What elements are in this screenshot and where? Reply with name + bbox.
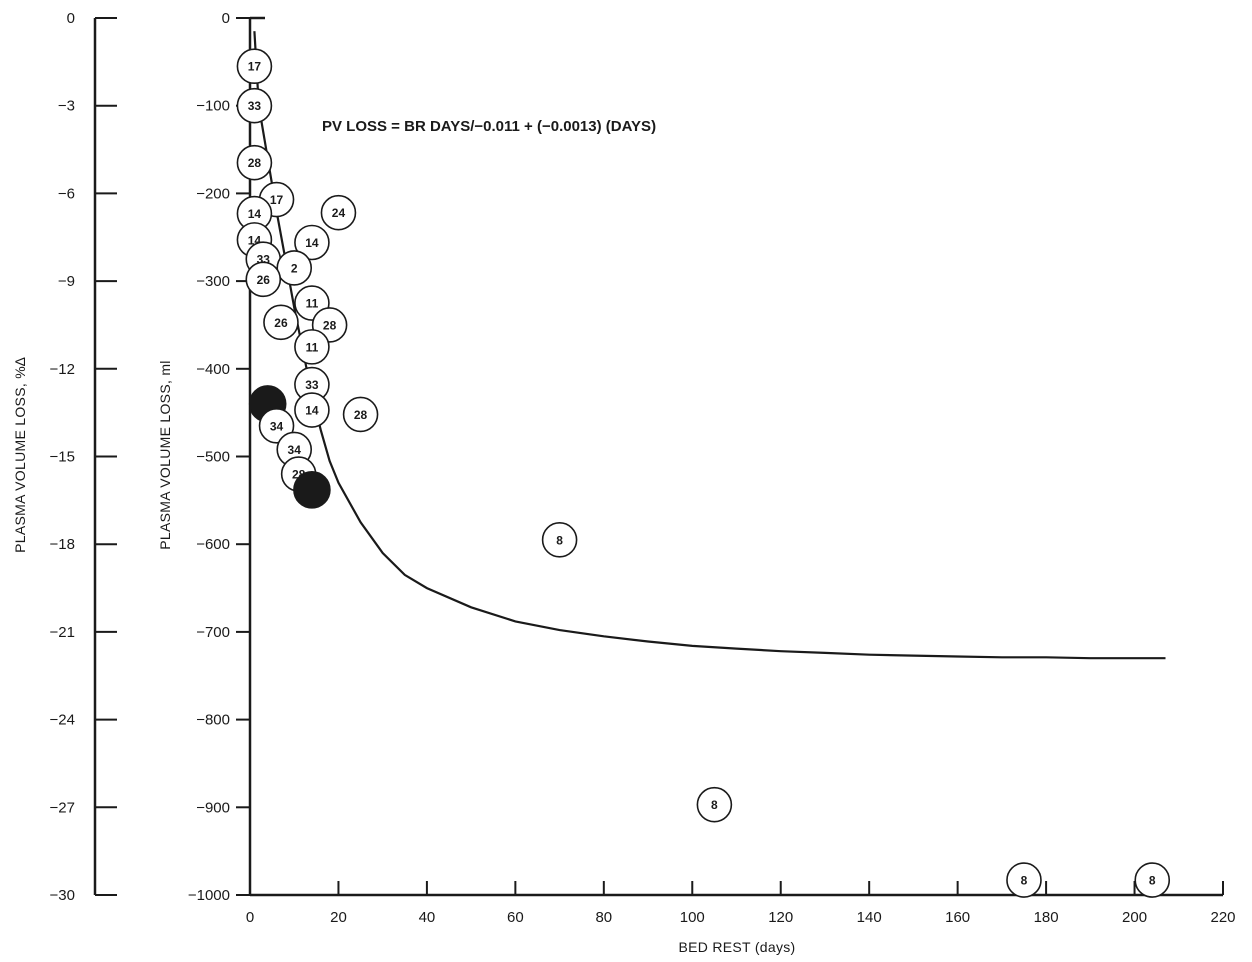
point-label: 24 (332, 206, 346, 220)
point-label: 17 (248, 60, 262, 74)
x-tick-label: 60 (507, 909, 524, 926)
x-tick-label: 120 (768, 909, 793, 926)
point-marker (236, 87, 273, 124)
y2-tick-label: −9 (58, 273, 75, 290)
y-tick-label: −500 (196, 449, 230, 466)
y2-tick-label: −18 (50, 536, 75, 553)
point-label: 28 (323, 318, 337, 332)
point-label: 33 (248, 99, 262, 113)
y2-tick-label: −6 (58, 185, 75, 202)
point-label: 26 (274, 316, 288, 330)
y2-tick-label: −15 (50, 449, 75, 466)
point-label: 28 (354, 408, 368, 422)
point-label: 14 (305, 404, 319, 418)
data-point: 28 (342, 396, 379, 433)
data-point: 28 (236, 144, 273, 181)
point-label: 17 (270, 193, 284, 207)
point-marker (263, 304, 299, 341)
x-tick-label: 20 (330, 909, 347, 926)
data-point: 14 (294, 224, 330, 261)
data-point: 33 (294, 366, 330, 403)
point-label: 34 (288, 443, 302, 457)
y2-tick-label: 0 (67, 10, 75, 27)
point-marker (342, 396, 379, 433)
y-tick-label: −300 (196, 273, 230, 290)
y-tick-label: 0 (222, 10, 230, 27)
point-marker (245, 261, 282, 298)
data-point: 17 (236, 48, 273, 85)
data-point: 11 (294, 329, 330, 365)
y-tick-label: −1000 (188, 887, 230, 904)
point-label: 11 (306, 340, 319, 354)
data-point-filled (293, 471, 331, 509)
data-point: 14 (294, 392, 330, 428)
point-label: 26 (257, 273, 271, 287)
secondary-y-axis: 0 −3 −6 −9 −12 −15 −18 −21 −24 −27 −30 (50, 10, 117, 904)
x-tick-label: 180 (1034, 909, 1059, 926)
point-marker (696, 786, 733, 823)
point-label: 11 (306, 297, 319, 311)
data-point: 8 (1134, 862, 1171, 898)
point-label: 8 (1021, 874, 1028, 888)
point-marker (294, 224, 330, 261)
point-marker (236, 48, 273, 85)
y2-tick-label: −12 (50, 361, 75, 378)
point-label: 33 (305, 378, 319, 392)
point-marker (1006, 862, 1042, 898)
data-point: 26 (245, 261, 282, 298)
x-tick-label: 80 (595, 909, 612, 926)
x-tick-label: 0 (246, 909, 254, 926)
data-point: 26 (263, 304, 299, 341)
x-tick-label: 140 (857, 909, 882, 926)
x-tick-label: 160 (945, 909, 970, 926)
y-tick-label: −700 (196, 624, 230, 641)
y2-tick-label: −24 (50, 712, 75, 729)
data-point: 8 (696, 786, 733, 823)
x-axis-title: BED REST (days) (678, 939, 795, 955)
point-marker (293, 471, 331, 509)
point-label: 8 (556, 533, 563, 547)
y2-tick-label: −21 (50, 624, 75, 641)
point-label: 14 (305, 236, 319, 250)
point-label: 2 (291, 261, 298, 275)
point-label: 14 (248, 207, 262, 221)
y2-tick-label: −30 (50, 887, 75, 904)
y-tick-label: −800 (196, 712, 230, 729)
point-label: 34 (270, 419, 284, 433)
y2-tick-label: −3 (58, 98, 75, 115)
x-tick-label: 100 (680, 909, 705, 926)
data-point: 8 (541, 522, 578, 558)
point-marker (294, 329, 330, 365)
primary-y-axis: 0 −100 −200 −300 −400 −500 −600 −700 −800 −900 −10… (188, 10, 265, 904)
x-axis: 0 20 40 60 80 100 120 140 160 180 200 220 (246, 881, 1236, 926)
point-marker (541, 522, 578, 558)
point-label: 8 (1149, 874, 1156, 888)
point-label: 28 (248, 156, 262, 170)
x-tick-label: 220 (1210, 909, 1235, 926)
point-marker (294, 392, 330, 428)
data-point: 8 (1006, 862, 1042, 898)
x-tick-label: 200 (1122, 909, 1147, 926)
data-point: 2 (276, 250, 313, 286)
y2-axis-title: PLASMA VOLUME LOSS, %∆ (12, 357, 28, 553)
y-tick-label: −200 (196, 185, 230, 202)
y-tick-label: −900 (196, 799, 230, 816)
point-marker (320, 194, 357, 231)
point-marker (236, 144, 273, 181)
y2-tick-label: −27 (50, 799, 75, 816)
equation-label: PV LOSS = BR DAYS/−0.011 + (−0.0013) (DA… (322, 118, 656, 135)
y-tick-label: −100 (196, 98, 230, 115)
point-marker (1134, 862, 1171, 898)
point-label: 8 (711, 798, 718, 812)
y-axis-title: PLASMA VOLUME LOSS, ml (157, 360, 173, 549)
x-tick-label: 40 (419, 909, 436, 926)
point-marker (276, 250, 313, 286)
data-point: 33 (236, 87, 273, 124)
y-tick-label: −400 (196, 361, 230, 378)
data-point: 24 (320, 194, 357, 231)
y-tick-label: −600 (196, 536, 230, 553)
